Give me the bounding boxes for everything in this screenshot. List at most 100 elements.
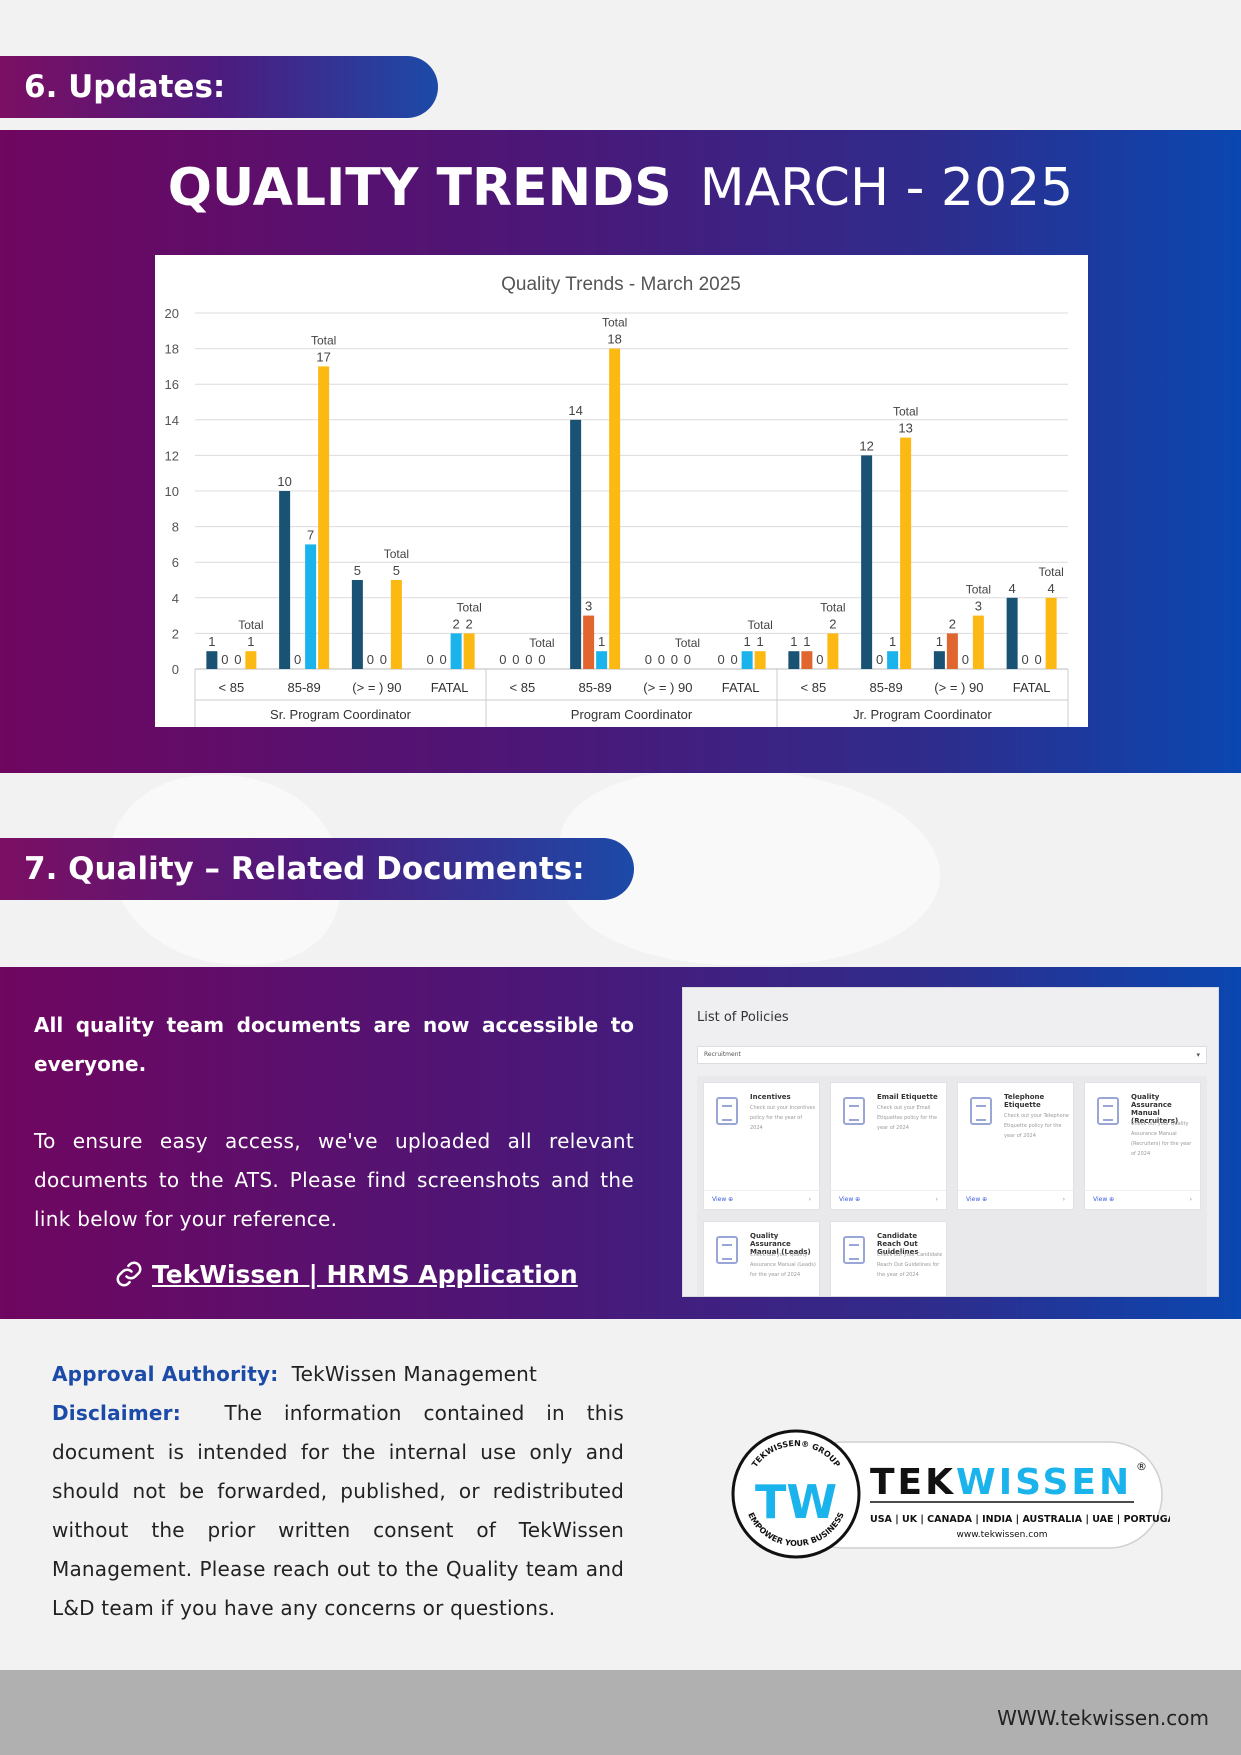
- approval-authority: Approval Authority: TekWissen Management: [52, 1355, 624, 1394]
- logo-registered: ®: [1136, 1460, 1147, 1473]
- hrms-link[interactable]: TekWissen | HRMS Application: [114, 1254, 578, 1294]
- policy-card-desc: Check out your Quality Assurance Manual …: [1131, 1121, 1192, 1157]
- policy-card-name: Quality Assurance Manual (Recruiters): [1131, 1093, 1179, 1125]
- bar: [583, 615, 595, 669]
- y-tick-label: 2: [172, 626, 179, 641]
- policy-view-link[interactable]: View ⊕: [1093, 1196, 1115, 1203]
- quality-trends-chart: Quality Trends - March 2025 0 2 4 6 8 10 12 14 16…: [155, 255, 1088, 727]
- policy-card-desc: Check out your Email Etiquettes policy f…: [877, 1105, 938, 1131]
- bar: [827, 633, 839, 669]
- data-label: 1: [936, 634, 943, 649]
- bar: [245, 651, 257, 669]
- docs-lead-text: All quality team documents are now acces…: [34, 1013, 634, 1076]
- data-label: 0: [367, 652, 374, 667]
- chevron-right-icon[interactable]: ›: [1189, 1196, 1192, 1203]
- data-label: 0: [427, 652, 434, 667]
- y-tick-label: 10: [165, 484, 179, 499]
- policy-card[interactable]: Quality Assurance Manual (Recruiters) Che…: [1084, 1082, 1201, 1210]
- data-label: 1: [790, 634, 797, 649]
- x-tick-label: FATAL: [1013, 680, 1051, 695]
- total-label: Total: [311, 333, 336, 347]
- logo-mark: TW: [755, 1475, 837, 1529]
- data-label: 0: [671, 652, 678, 667]
- footer: WWW.tekwissen.com: [0, 1670, 1241, 1755]
- total-label: Total: [747, 618, 772, 632]
- tekwissen-logo: TEKWISSEN® GROUP EMPOWER YOUR BUSINESS T…: [730, 1428, 1181, 1560]
- policy-view-label: View: [712, 1196, 727, 1203]
- disclaimer-text: The information contained in this docume…: [52, 1401, 624, 1620]
- policy-card-desc: Check out your Candidate Reach Out Guide…: [877, 1252, 943, 1278]
- x-tick-label: 85-89: [579, 680, 612, 695]
- policy-card-desc: Check out your Incentives policy for the…: [750, 1105, 816, 1131]
- policy-card-name: Telephone Etiquette: [1004, 1093, 1045, 1109]
- hrms-link-text[interactable]: TekWissen | HRMS Application: [152, 1259, 578, 1289]
- bar: [596, 651, 608, 669]
- bar: [390, 580, 402, 669]
- data-label: 0: [221, 652, 228, 667]
- data-label: 0: [380, 652, 387, 667]
- y-tick-label: 4: [172, 591, 179, 606]
- y-tick-label: 8: [172, 520, 179, 535]
- total-label: Total: [675, 636, 700, 650]
- chevron-right-icon[interactable]: ›: [808, 1196, 811, 1203]
- document-icon: [716, 1097, 738, 1125]
- document-icon: [970, 1097, 992, 1125]
- total-label: Total: [966, 583, 991, 597]
- policy-view-link[interactable]: View ⊕: [712, 1196, 734, 1203]
- section-6-heading: 6. Updates:: [0, 56, 438, 118]
- policy-card-desc: Check out your Telephone Etiquette polic…: [1004, 1113, 1069, 1139]
- card-divider: [1085, 1190, 1200, 1191]
- data-label: 0: [1035, 652, 1042, 667]
- data-label: 1: [598, 634, 605, 649]
- data-label: 0: [234, 652, 241, 667]
- policy-cards-grid: Incentives Check out your Incentives poli…: [697, 1076, 1207, 1296]
- approval-label: Approval Authority:: [52, 1362, 279, 1386]
- data-label: 4: [1048, 581, 1055, 596]
- policies-screenshot: List of Policies Recruitment ▾ Incentive…: [682, 987, 1219, 1297]
- policy-view-label: View: [966, 1196, 981, 1203]
- data-label: 0: [538, 652, 545, 667]
- bar: [305, 544, 317, 669]
- bar: [279, 491, 291, 669]
- policy-card-name: Candidate Reach Out Guidelines: [877, 1232, 919, 1256]
- bar: [946, 633, 958, 669]
- logo-url: www.tekwissen.com: [957, 1530, 1048, 1540]
- docs-body-text: To ensure easy access, we've uploaded al…: [34, 1129, 634, 1231]
- policy-card[interactable]: Candidate Reach Out Guidelines Check out …: [830, 1221, 947, 1296]
- total-label: Total: [456, 600, 481, 614]
- chevron-right-icon[interactable]: ›: [935, 1196, 938, 1203]
- disclaimer-label: Disclaimer:: [52, 1401, 181, 1425]
- data-label: 0: [731, 652, 738, 667]
- bar: [609, 348, 621, 669]
- x-group-label: Sr. Program Coordinator: [270, 707, 412, 722]
- policy-view-link[interactable]: View ⊕: [966, 1196, 988, 1203]
- data-label: 0: [1022, 652, 1029, 667]
- chart-svg: Quality Trends - March 20250246810121416…: [165, 274, 1069, 727]
- policy-view-link[interactable]: View ⊕: [839, 1196, 861, 1203]
- data-label: 18: [607, 332, 621, 347]
- data-label: 13: [898, 421, 912, 436]
- logo-wordmark: TEKWISSEN: [870, 1462, 1132, 1503]
- policy-card-name: Incentives: [750, 1093, 791, 1101]
- policy-view-label: View: [839, 1196, 854, 1203]
- policy-card[interactable]: Incentives Check out your Incentives poli…: [703, 1082, 820, 1210]
- policy-card-name: Email Etiquette: [877, 1093, 938, 1101]
- data-label: 4: [1009, 581, 1016, 596]
- total-label: Total: [238, 618, 263, 632]
- total-label: Total: [529, 636, 554, 650]
- policy-card[interactable]: Email Etiquette Check out your Email Etiq…: [830, 1082, 947, 1210]
- data-label: 0: [294, 652, 301, 667]
- chevron-right-icon[interactable]: ›: [1062, 1196, 1065, 1203]
- quality-trends-title-bold: QUALITY TRENDS: [167, 158, 672, 218]
- policy-card[interactable]: Quality Assurance Manual (Leads) Check ou…: [703, 1221, 820, 1296]
- quality-trends-title: QUALITY TRENDS MARCH - 2025: [0, 158, 1241, 218]
- policy-card[interactable]: Telephone Etiquette Check out your Teleph…: [957, 1082, 1074, 1210]
- quality-trends-title-month: MARCH - 2025: [699, 158, 1074, 218]
- bar: [754, 651, 766, 669]
- bar: [351, 580, 363, 669]
- policy-category-select[interactable]: Recruitment ▾: [697, 1046, 1207, 1064]
- data-label: 17: [316, 349, 330, 364]
- data-label: 2: [949, 616, 956, 631]
- footer-url[interactable]: WWW.tekwissen.com: [997, 1706, 1209, 1730]
- data-label: 2: [466, 616, 473, 631]
